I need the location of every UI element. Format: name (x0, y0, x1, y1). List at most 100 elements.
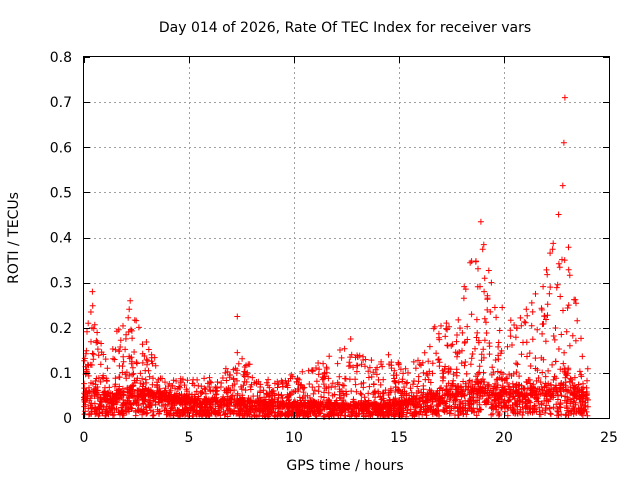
data-point (435, 356, 442, 363)
data-point (564, 305, 571, 311)
data-point (514, 403, 521, 410)
data-point (365, 374, 372, 381)
data-point (556, 264, 563, 271)
data-point (415, 357, 421, 364)
data-point (271, 392, 278, 399)
data-point (139, 383, 146, 390)
data-point (265, 376, 272, 383)
data-point (503, 402, 510, 409)
data-point (352, 376, 359, 383)
data-point (216, 409, 223, 416)
data-point (298, 381, 305, 388)
data-point (453, 369, 460, 376)
data-point (516, 398, 523, 405)
data-point (509, 393, 516, 400)
data-point (357, 400, 363, 407)
data-point (473, 316, 480, 323)
data-point (434, 403, 441, 410)
data-point (469, 351, 476, 357)
data-point (395, 387, 402, 394)
data-point (517, 391, 524, 398)
data-point (550, 404, 557, 411)
data-point (579, 392, 586, 399)
data-point (495, 409, 501, 416)
data-point (382, 400, 389, 407)
data-point (527, 363, 534, 369)
data-point (558, 380, 565, 386)
data-point (368, 373, 375, 380)
data-point (89, 350, 96, 357)
data-point (347, 336, 354, 342)
data-point (417, 408, 424, 415)
data-point (513, 360, 520, 367)
data-point (97, 403, 104, 410)
data-point (260, 387, 267, 394)
data-point (552, 358, 559, 365)
data-point (525, 410, 531, 417)
x-tick-label: 15 (390, 430, 408, 446)
data-point (263, 390, 270, 397)
data-point (550, 394, 557, 401)
data-point (377, 393, 384, 400)
data-point (334, 379, 341, 386)
data-point (141, 398, 148, 405)
x-tick-labels: 0 5 10 15 20 25 (80, 430, 618, 446)
y-tick-label: 0.7 (50, 95, 72, 111)
data-point (475, 339, 482, 346)
data-point (110, 355, 117, 362)
data-point (468, 394, 475, 401)
data-point (100, 391, 107, 398)
data-point (147, 401, 154, 408)
data-point (505, 398, 512, 405)
data-point (551, 373, 558, 380)
data-point (373, 404, 380, 411)
data-point (146, 403, 153, 410)
data-point (147, 407, 154, 414)
data-point (360, 384, 367, 391)
data-point (392, 384, 399, 390)
data-point (184, 377, 191, 384)
data-point (219, 375, 226, 381)
data-point (460, 295, 467, 302)
data-point (337, 388, 344, 395)
data-point (527, 392, 534, 399)
data-point (395, 361, 402, 368)
data-point (435, 334, 442, 341)
data-point (91, 400, 98, 407)
data-point (528, 387, 535, 394)
data-point (130, 370, 137, 377)
data-point (478, 351, 485, 358)
data-point (549, 361, 556, 368)
data-point (94, 339, 101, 346)
data-point (168, 405, 175, 412)
data-point (117, 337, 124, 344)
data-point (368, 411, 374, 417)
data-point (404, 406, 411, 413)
data-point (269, 398, 276, 405)
data-point (223, 377, 230, 384)
data-point (544, 271, 551, 278)
data-point (524, 312, 531, 319)
data-point (224, 389, 231, 396)
data-point (391, 367, 398, 374)
data-point (166, 398, 173, 405)
data-point (419, 359, 426, 366)
y-tick-label: 0.1 (50, 366, 72, 382)
data-point (542, 405, 549, 412)
data-point (117, 392, 124, 399)
y-tick-label: 0.2 (50, 321, 72, 337)
data-point (495, 339, 502, 346)
data-point (554, 412, 560, 419)
data-point (227, 409, 234, 416)
data-point (116, 362, 123, 369)
data-point (458, 393, 465, 400)
data-point (443, 404, 450, 411)
data-point (122, 346, 129, 353)
data-point (89, 302, 96, 309)
data-point (215, 398, 222, 405)
data-point (565, 266, 572, 273)
data-point (464, 386, 471, 393)
data-point (234, 377, 240, 384)
data-point (139, 341, 146, 348)
data-point (318, 393, 325, 400)
